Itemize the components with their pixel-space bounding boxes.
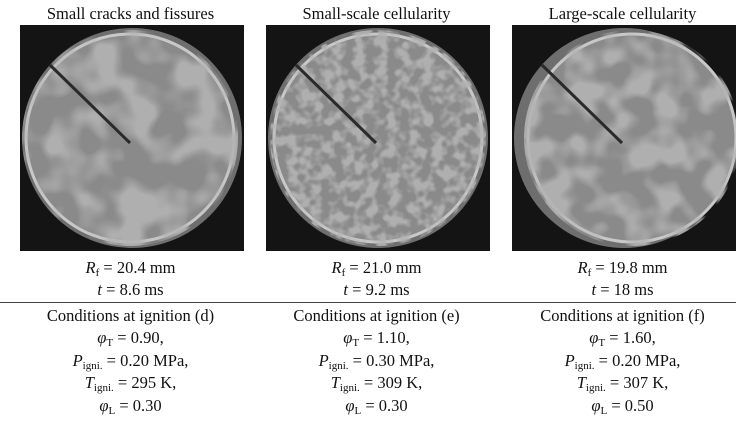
symbol: R [331,258,342,277]
symbol: P [564,350,575,370]
electrode [294,63,378,145]
value: = 295 K, [117,373,177,392]
symbol: T [84,373,94,392]
subscript: L [354,404,362,417]
subscript: T [598,337,606,349]
symbol: t [97,280,103,299]
math-line: φL = 0.30 [254,396,499,421]
value: = 307 K, [609,373,669,392]
value: = 19.8 mm [595,258,668,277]
value: = 21.0 mm [349,258,422,277]
value: = 0.30 MPa, [352,350,435,370]
math-line: Rf = 21.0 mm [254,258,499,283]
value: = 0.90, [117,328,164,347]
subscript: igni. [585,382,606,394]
subscript: L [600,404,608,417]
symbol: φ [97,328,107,347]
panel-title: Large-scale cellularity [548,4,697,23]
value: = 0.20 MPa, [106,350,189,370]
math-line: Rf = 19.8 mm [500,258,736,283]
value: = 0.30 [119,395,162,415]
symbol: T [330,373,340,392]
math-line: φL = 0.30 [8,396,253,421]
electrode [540,63,624,145]
math-line: Tigni. = 309 K, [254,373,499,398]
subscript: T [106,337,114,349]
value: = 1.10, [363,328,410,347]
subscript: igni. [574,359,595,372]
math-line: Pigni. = 0.30 MPa, [254,351,499,376]
conditions-heading: Conditions at ignition (e) [293,306,460,325]
cells [270,30,486,246]
value: = 0.50 [611,395,654,415]
value: = 8.6 ms [106,280,164,299]
value: = 20.4 mm [103,258,176,277]
value: = 18 ms [600,280,654,299]
symbol: R [85,258,96,277]
math-line: Rf = 20.4 mm [8,258,253,283]
symbol: φ [343,328,353,347]
conditions-heading: Conditions at ignition (f) [540,306,705,325]
subscript: f [95,267,100,279]
value: = 309 K, [363,373,423,392]
cells [22,30,238,246]
separator [0,302,736,303]
symbol: P [72,350,83,370]
symbol: φ [99,395,109,415]
symbol: φ [345,395,355,415]
conditions-heading: Conditions at ignition (d) [46,306,215,325]
symbol: R [577,258,588,277]
subscript: igni. [93,382,114,394]
subscript: igni. [339,382,360,394]
subscript: igni. [82,359,103,372]
math-line: t = 8.6 ms [8,280,253,300]
math-line: Pigni. = 0.20 MPa, [500,351,736,376]
value: = 1.60, [609,328,656,347]
photo [20,25,244,251]
panel-title: Small-scale cellularity [302,4,451,23]
math-line: φT = 1.10, [254,328,499,353]
math-line: Pigni. = 0.20 MPa, [8,351,253,376]
math-line: φT = 0.90, [8,328,253,353]
math-line: Tigni. = 295 K, [8,373,253,398]
math-line: φL = 0.50 [500,396,736,421]
subscript: f [587,267,592,279]
electrode [48,63,132,145]
symbol: P [318,350,329,370]
value: = 9.2 ms [352,280,410,299]
subscript: L [108,404,116,417]
math-line: φT = 1.60, [500,328,736,353]
subscript: igni. [328,359,349,372]
symbol: φ [589,328,599,347]
photo [512,25,736,251]
symbol: t [591,280,597,299]
photo [266,25,490,251]
math-line: Tigni. = 307 K, [500,373,736,398]
panel-title: Small cracks and fissures [46,4,215,23]
symbol: T [576,373,586,392]
subscript: f [341,267,346,279]
symbol: t [343,280,349,299]
math-line: t = 9.2 ms [254,280,499,300]
math-line: t = 18 ms [500,280,736,300]
subscript: T [352,337,360,349]
symbol: φ [591,395,601,415]
cells [524,30,736,246]
value: = 0.20 MPa, [598,350,681,370]
value: = 0.30 [365,395,408,415]
